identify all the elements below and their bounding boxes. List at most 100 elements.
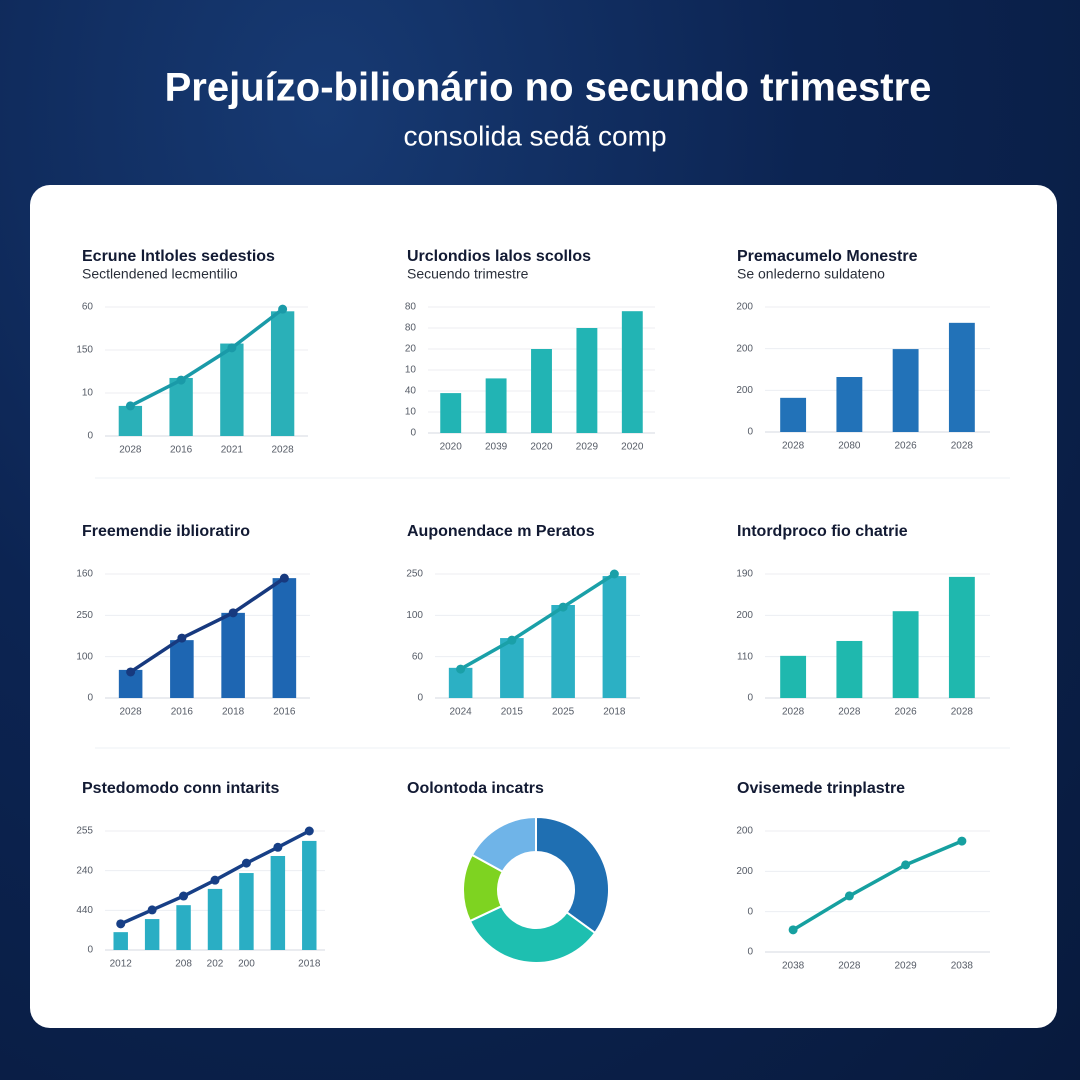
y-tick-label: 40 <box>405 386 417 397</box>
chart-title: Intordproco fio chatrie <box>737 523 908 540</box>
x-tick-label: 2020 <box>530 442 553 453</box>
bar <box>176 905 191 950</box>
x-tick-label: 2020 <box>621 442 644 453</box>
x-tick-label: 2028 <box>951 441 974 452</box>
bar <box>239 873 254 950</box>
y-tick-label: 80 <box>405 323 417 334</box>
line <box>129 307 284 408</box>
y-tick-label: 60 <box>412 651 424 662</box>
line-point <box>210 875 220 885</box>
bar <box>948 322 975 432</box>
x-tick-label: 2028 <box>782 707 805 718</box>
x-tick-label: 2020 <box>440 442 463 453</box>
bar <box>576 328 598 433</box>
line-point <box>126 667 136 677</box>
page-title: Prejuízo-bilionário no secundo trimestre <box>165 66 932 110</box>
line-point <box>456 664 466 674</box>
y-tick-label: 190 <box>736 569 753 580</box>
y-tick-label: 200 <box>736 385 753 396</box>
y-tick-label: 0 <box>87 945 93 956</box>
bar <box>621 311 643 433</box>
x-tick-label: 2025 <box>552 707 575 718</box>
x-tick-label: 2029 <box>895 961 918 972</box>
bar <box>551 605 575 698</box>
line-point <box>844 891 854 901</box>
x-tick-label: 2012 <box>110 959 133 970</box>
chart-subtitle: Sectlendened lecmentilio <box>82 266 238 282</box>
y-tick-label: 100 <box>406 610 423 621</box>
line-point <box>558 602 568 612</box>
line-point <box>125 401 135 411</box>
y-tick-label: 0 <box>747 427 753 438</box>
bar <box>836 377 863 432</box>
x-tick-label: 2018 <box>222 707 245 718</box>
bar <box>448 667 473 698</box>
chart-title: Urclondios lalos scollos <box>407 248 591 265</box>
bar <box>113 932 128 950</box>
x-tick-label: 2016 <box>171 707 194 718</box>
bar <box>780 397 807 432</box>
bar <box>220 343 244 436</box>
donut-segment <box>468 904 597 964</box>
line-point <box>227 343 237 353</box>
line-point <box>507 635 517 645</box>
bar <box>144 919 160 950</box>
line <box>129 576 286 674</box>
line-point <box>179 891 189 901</box>
x-tick-label: 2038 <box>782 961 805 972</box>
y-tick-label: 60 <box>82 302 94 313</box>
y-tick-label: 100 <box>76 651 93 662</box>
x-tick-label: 2018 <box>298 959 321 970</box>
x-tick-label: 2028 <box>119 445 142 456</box>
line <box>792 839 963 932</box>
line-point <box>957 836 967 846</box>
x-tick-label: 2016 <box>273 707 296 718</box>
chart-title: Premacumelo Monestre <box>737 248 918 265</box>
y-tick-label: 0 <box>747 693 753 704</box>
y-tick-label: 10 <box>405 407 417 418</box>
y-tick-label: 0 <box>87 693 93 704</box>
x-tick-label: 2021 <box>221 445 244 456</box>
y-tick-label: 200 <box>736 866 753 877</box>
y-tick-label: 80 <box>405 302 417 313</box>
line-point <box>147 905 157 915</box>
x-tick-label: 2080 <box>838 441 861 452</box>
y-tick-label: 200 <box>736 826 753 837</box>
x-tick-label: 2028 <box>120 707 143 718</box>
bar <box>221 612 245 698</box>
line-point <box>901 860 911 870</box>
y-tick-label: 0 <box>747 947 753 958</box>
line-point <box>278 304 288 314</box>
bar <box>270 855 286 950</box>
line-point <box>177 633 187 643</box>
bar <box>272 578 297 698</box>
line-point <box>609 569 619 579</box>
y-tick-label: 200 <box>736 610 753 621</box>
chart-title: Auponendace m Peratos <box>407 523 595 540</box>
y-tick-label: 150 <box>76 345 93 356</box>
card <box>30 185 1057 1028</box>
chart-title: Ecrune lntloles sedestios <box>82 248 275 265</box>
line-point <box>304 826 314 836</box>
chart-title: Oolontoda incatrs <box>407 780 544 797</box>
x-tick-label: 208 <box>175 959 192 970</box>
y-tick-label: 200 <box>736 302 753 313</box>
x-tick-label: 2026 <box>895 441 918 452</box>
y-tick-label: 10 <box>405 365 417 376</box>
x-tick-label: 200 <box>238 959 255 970</box>
donut-segment <box>535 815 610 935</box>
bar <box>892 349 919 432</box>
y-tick-label: 255 <box>76 826 93 837</box>
y-tick-label: 160 <box>76 569 93 580</box>
line-point <box>116 919 126 929</box>
bar <box>169 377 193 436</box>
y-tick-label: 10 <box>82 388 94 399</box>
bar <box>602 576 627 698</box>
x-tick-label: 2038 <box>951 961 974 972</box>
line-point <box>241 858 251 868</box>
chart-subtitle: Secuendo trimestre <box>407 266 529 282</box>
donut-segment <box>470 815 537 874</box>
line-point <box>788 925 798 935</box>
